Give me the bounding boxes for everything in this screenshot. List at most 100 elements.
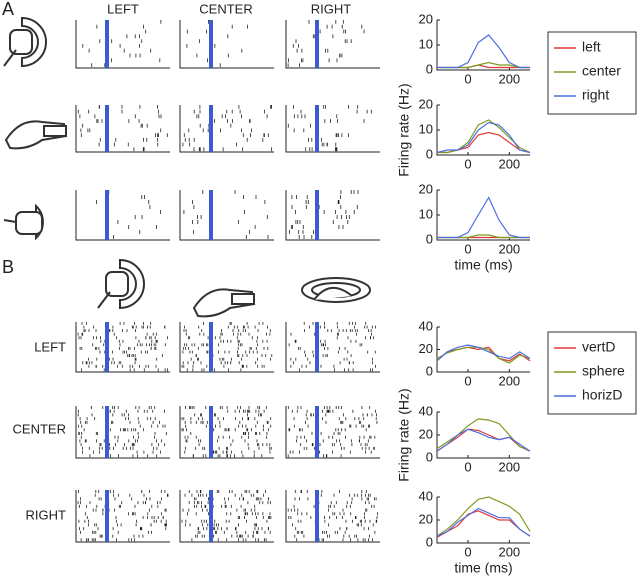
column-label: RIGHT xyxy=(311,1,352,16)
alignment-bar xyxy=(315,20,319,68)
axis-line xyxy=(436,190,530,241)
alignment-bar xyxy=(105,406,109,458)
y-tick-label: 20 xyxy=(419,341,433,356)
spikes xyxy=(287,490,378,542)
x-tick-label: 200 xyxy=(498,241,520,256)
series-line xyxy=(436,344,531,362)
raster-axis xyxy=(179,190,274,241)
alignment-bar xyxy=(315,190,319,240)
raster-axis xyxy=(75,322,170,373)
series-line xyxy=(437,196,530,239)
y-tick-label: 20 xyxy=(419,511,433,526)
series-line xyxy=(437,34,530,69)
raster-axis xyxy=(285,190,380,241)
panel-label: A xyxy=(2,0,14,19)
x-tick-label: 0 xyxy=(464,241,471,256)
y-tick-label: 20 xyxy=(419,426,433,441)
raster-axis xyxy=(75,406,170,459)
legend-box xyxy=(547,31,637,115)
y-axis-label: Firing rate (Hz) xyxy=(396,388,412,481)
alignment-bar xyxy=(315,490,319,542)
spikes xyxy=(289,190,359,239)
y-tick-label: 40 xyxy=(419,403,433,418)
alignment-bar xyxy=(209,105,213,152)
alignment-bar xyxy=(315,406,319,458)
raster-axis xyxy=(179,490,274,543)
spikes xyxy=(183,190,269,239)
alignment-bar xyxy=(209,20,213,68)
legend-label: sphere xyxy=(582,363,625,379)
raster xyxy=(179,406,274,459)
legend-label: center xyxy=(582,63,621,79)
icon-vertical-disk xyxy=(97,258,145,310)
spikes xyxy=(77,105,168,152)
alignment-bar xyxy=(209,322,213,372)
icon-vertical-disk xyxy=(3,16,47,68)
raster-axis xyxy=(285,490,380,543)
legend-label: vertD xyxy=(582,339,615,355)
raster-axis xyxy=(179,322,274,373)
y-tick-label: 10 xyxy=(419,206,433,221)
raster-axis xyxy=(75,190,170,241)
raster-axis xyxy=(285,105,380,153)
series-line xyxy=(436,428,531,452)
alignment-bar xyxy=(315,322,319,372)
y-axis-label: Firing rate (Hz) xyxy=(396,83,412,176)
x-tick-label: 0 xyxy=(464,71,471,86)
spikes xyxy=(287,105,372,152)
x-axis-label: time (ms) xyxy=(454,257,512,273)
icon-horizontal-disk xyxy=(301,277,371,303)
y-tick-label: 10 xyxy=(419,121,433,136)
icon-plate xyxy=(192,288,256,318)
x-tick-label: 200 xyxy=(498,459,520,474)
alignment-bar xyxy=(209,190,213,240)
series-line xyxy=(436,121,531,154)
y-tick-label: 40 xyxy=(419,488,433,503)
alignment-bar xyxy=(105,190,109,240)
y-tick-label: 40 xyxy=(419,318,433,333)
x-tick-label: 200 xyxy=(498,156,520,171)
raster xyxy=(285,406,380,459)
raster-axis xyxy=(285,20,380,69)
alignment-bar xyxy=(209,490,213,542)
x-tick-label: 0 xyxy=(464,459,471,474)
raster xyxy=(179,20,274,69)
raster xyxy=(75,490,170,543)
row-label: CENTER xyxy=(13,421,66,436)
x-axis-label: time (ms) xyxy=(454,560,512,576)
raster xyxy=(285,190,380,241)
line-chart: 0 20 40 0 200 xyxy=(419,318,531,388)
legend-label: left xyxy=(582,39,601,55)
raster-axis xyxy=(75,490,170,543)
spikes xyxy=(182,105,272,152)
legend: vertD sphere horizD xyxy=(547,331,637,415)
raster xyxy=(179,190,274,241)
spikes xyxy=(288,322,376,372)
raster-axis xyxy=(179,406,274,459)
raster xyxy=(75,406,170,459)
raster-axis xyxy=(179,105,274,153)
raster xyxy=(75,20,170,69)
line-chart: 0 20 40 0 200 Firing rate (Hz) xyxy=(396,388,531,482)
legend-label: right xyxy=(582,87,609,103)
raster xyxy=(285,322,380,373)
axis-line xyxy=(436,20,530,71)
axis-line xyxy=(436,497,530,544)
y-tick-label: 20 xyxy=(419,181,433,196)
spikes xyxy=(287,406,378,458)
raster xyxy=(75,190,170,241)
series-line xyxy=(436,428,531,452)
x-tick-label: 0 xyxy=(464,373,471,388)
icon-plate xyxy=(4,120,68,150)
series-line xyxy=(436,510,531,538)
alignment-bar xyxy=(105,105,109,152)
raster xyxy=(75,105,170,153)
raster-axis xyxy=(179,20,274,69)
raster xyxy=(285,490,380,543)
spikes xyxy=(77,490,169,542)
y-tick-label: 0 xyxy=(426,146,433,161)
